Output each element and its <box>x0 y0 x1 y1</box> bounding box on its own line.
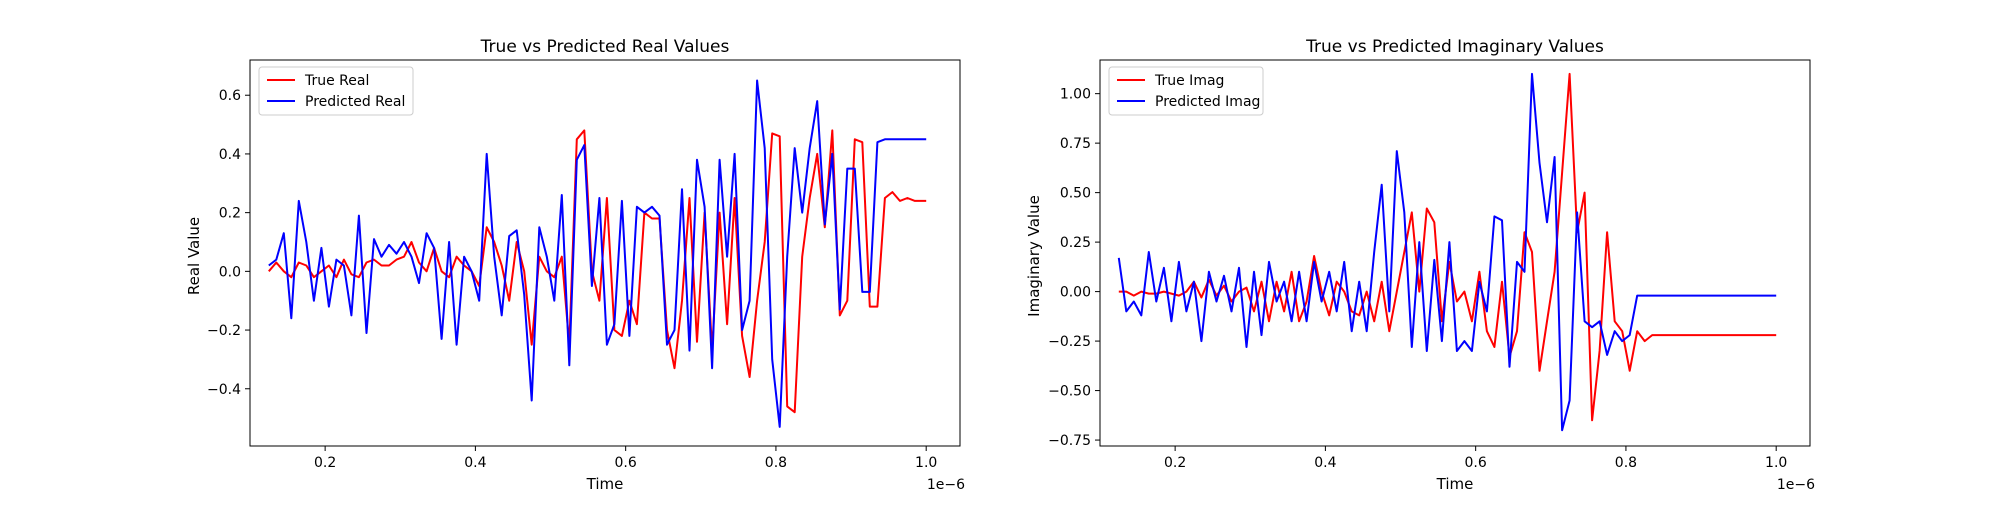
series-lines <box>1117 72 1777 432</box>
x-axis-label: Time <box>586 475 624 493</box>
y-tick-label: 1.00 <box>1060 87 1091 103</box>
series-line-predicted-imag <box>1117 72 1777 432</box>
y-tick-label: 0.25 <box>1060 235 1091 251</box>
series-lines <box>268 79 927 428</box>
legend-label-predicted-imag: Predicted Imag <box>1155 94 1260 110</box>
axis-ticks: 0.2 0.4 0.6 0.8 1.0 −0.75 −0.50 −0.25 0.00 0.25 0.… <box>1048 87 1787 471</box>
plot-frame <box>1099 59 1811 447</box>
y-tick-label: 0.6 <box>219 88 241 104</box>
series-line-true-real <box>268 129 927 414</box>
legend-label-true-real: True Real <box>304 73 369 89</box>
y-tick-label: 0.00 <box>1060 285 1091 301</box>
legend-box <box>258 66 414 116</box>
x-tick-label: 0.2 <box>1164 455 1186 471</box>
x-tick-label: 0.8 <box>765 455 787 471</box>
legend-box <box>1108 66 1264 116</box>
chart-title: True vs Predicted Real Values <box>480 37 730 57</box>
y-tick-label: 0.0 <box>219 264 241 280</box>
x-offset-text: 1e−6 <box>927 477 965 493</box>
x-tick-label: 1.0 <box>1765 455 1787 471</box>
plot-frame <box>249 59 961 447</box>
y-tick-label: −0.50 <box>1048 384 1091 400</box>
chart-real-values: True vs Predicted Real Values Time Real … <box>185 37 965 493</box>
x-axis-label: Time <box>1436 475 1474 493</box>
y-tick-label: −0.25 <box>1048 334 1091 350</box>
series-line-predicted-real <box>268 79 927 428</box>
legend-label-true-imag: True Imag <box>1154 73 1224 89</box>
x-tick-label: 0.8 <box>1615 455 1637 471</box>
x-tick-label: 0.6 <box>1465 455 1487 471</box>
x-tick-label: 0.2 <box>314 455 336 471</box>
legend: True Imag Predicted Imag <box>1108 66 1264 116</box>
y-axis-label: Imaginary Value <box>1025 195 1043 317</box>
y-tick-label: −0.75 <box>1048 433 1091 449</box>
x-tick-label: 0.4 <box>464 455 486 471</box>
y-tick-label: 0.75 <box>1060 136 1091 152</box>
x-tick-label: 0.6 <box>615 455 637 471</box>
chart-imaginary-values: True vs Predicted Imaginary Values Time … <box>1025 37 1815 493</box>
legend: True Real Predicted Real <box>258 66 414 116</box>
y-tick-label: 0.4 <box>219 147 241 163</box>
y-tick-label: 0.50 <box>1060 186 1091 202</box>
y-tick-label: 0.2 <box>219 206 241 222</box>
y-tick-label: −0.4 <box>207 382 241 398</box>
y-tick-label: −0.2 <box>207 323 241 339</box>
y-axis-label: Real Value <box>185 217 203 295</box>
x-tick-label: 0.4 <box>1314 455 1336 471</box>
x-tick-label: 1.0 <box>915 455 937 471</box>
x-offset-text: 1e−6 <box>1777 477 1815 493</box>
legend-label-predicted-real: Predicted Real <box>305 94 405 110</box>
chart-title: True vs Predicted Imaginary Values <box>1305 37 1604 57</box>
axis-ticks: 0.2 0.4 0.6 0.8 1.0 −0.4 −0.2 0.0 0.2 0.4 0.6 <box>207 88 937 471</box>
